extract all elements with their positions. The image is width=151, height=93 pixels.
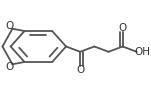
Text: OH: OH	[134, 47, 150, 57]
Text: O: O	[6, 62, 14, 72]
Text: O: O	[76, 65, 84, 75]
Text: O: O	[119, 23, 127, 33]
Text: O: O	[6, 21, 14, 31]
